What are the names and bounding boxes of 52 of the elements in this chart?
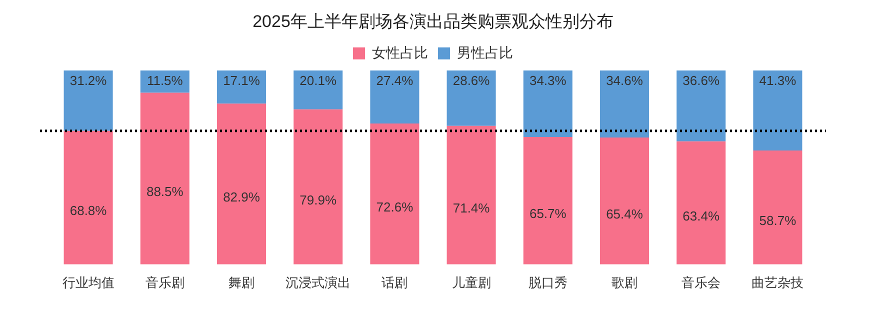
data-label: 31.2% bbox=[70, 72, 108, 88]
bar bbox=[600, 138, 650, 264]
bar bbox=[370, 124, 420, 264]
bar bbox=[64, 130, 113, 264]
data-label: 36.6% bbox=[682, 72, 720, 88]
data-label: 63.4% bbox=[682, 208, 720, 224]
x-tick-label: 脱口秀 bbox=[528, 274, 568, 290]
x-tick-label: 舞剧 bbox=[228, 274, 254, 290]
x-tick-label: 歌剧 bbox=[612, 274, 638, 290]
data-label: 58.7% bbox=[759, 213, 797, 228]
data-label: 65.4% bbox=[606, 206, 644, 222]
data-label: 27.4% bbox=[376, 72, 414, 88]
bar bbox=[446, 70, 496, 126]
data-label: 72.6% bbox=[376, 200, 414, 215]
bar bbox=[294, 70, 343, 110]
bar bbox=[600, 70, 650, 138]
x-tick-label: 行业均值 bbox=[62, 274, 114, 290]
data-label: 34.3% bbox=[529, 72, 567, 88]
bar bbox=[294, 109, 343, 264]
legend-label: 女性占比 bbox=[372, 44, 428, 60]
data-label: 28.6% bbox=[452, 72, 490, 88]
data-label: 41.3% bbox=[759, 72, 797, 88]
data-label: 68.8% bbox=[70, 203, 108, 218]
bar bbox=[370, 70, 420, 124]
chart-title: 2025年上半年剧场各演出品类购票观众性别分布 bbox=[252, 12, 614, 31]
data-label: 20.1% bbox=[300, 72, 337, 88]
bar bbox=[753, 150, 802, 264]
x-tick-label: 沉浸式演出 bbox=[286, 274, 351, 290]
bar bbox=[140, 92, 190, 264]
data-label: 11.5% bbox=[146, 72, 184, 88]
data-label: 79.9% bbox=[300, 192, 337, 208]
x-tick-label: 音乐剧 bbox=[145, 274, 184, 290]
data-label: 71.4% bbox=[452, 200, 490, 216]
data-label: 82.9% bbox=[223, 190, 260, 205]
bar bbox=[753, 70, 802, 151]
data-label: 34.6% bbox=[606, 72, 644, 88]
bar bbox=[523, 70, 572, 137]
bar bbox=[64, 70, 113, 131]
bar bbox=[216, 104, 266, 264]
x-tick-label: 音乐会 bbox=[682, 274, 721, 290]
x-tick-label: 曲艺杂技 bbox=[752, 274, 804, 290]
bar bbox=[216, 70, 266, 104]
data-label: 17.1% bbox=[223, 72, 260, 88]
bar bbox=[676, 70, 726, 142]
data-label: 65.7% bbox=[529, 206, 567, 222]
x-tick-label: 儿童剧 bbox=[452, 274, 491, 290]
legend-label: 男性占比 bbox=[457, 44, 513, 60]
bar bbox=[676, 141, 726, 264]
data-label: 88.5% bbox=[146, 184, 184, 200]
x-tick-label: 话剧 bbox=[382, 274, 408, 290]
bar bbox=[446, 126, 496, 264]
bar bbox=[523, 136, 572, 264]
